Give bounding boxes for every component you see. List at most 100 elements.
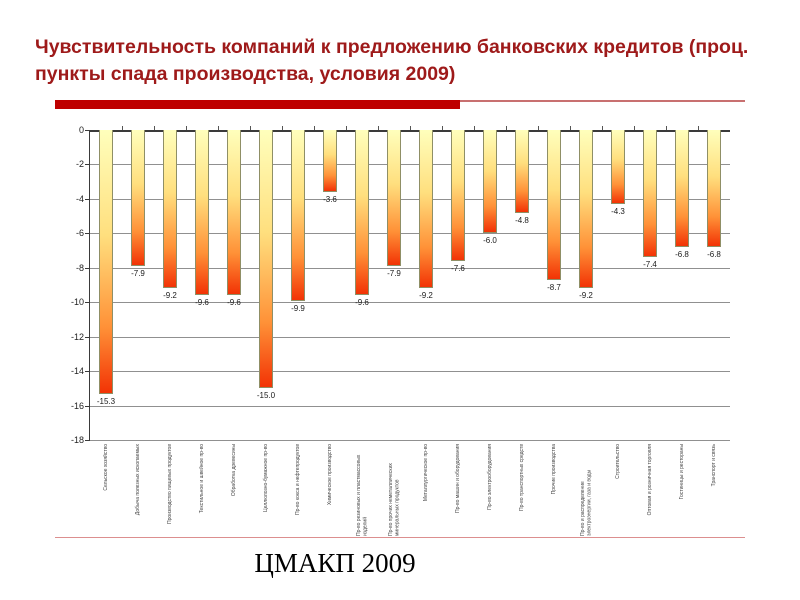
gridline (90, 302, 730, 304)
credit-text: ЦМАКП 2009 (254, 548, 416, 578)
bar (99, 130, 113, 394)
y-tick-label: -18 (70, 435, 84, 445)
x-category-label-text: Пр-во машин и оборудования (454, 444, 461, 513)
x-category-label-text: Прочие производства (550, 444, 557, 495)
x-category-label-text: Пр-во и распределение электроэнергии, га… (579, 469, 592, 536)
bar-value-label: -6.8 (675, 250, 689, 260)
bar (195, 130, 209, 296)
category-tick-mark (634, 126, 635, 130)
bar (355, 130, 369, 296)
category-tick-mark (474, 126, 475, 130)
category-tick-mark (378, 126, 379, 130)
y-tick-label: -16 (70, 400, 84, 411)
x-category-label-text: Гостиницы и рестораны (678, 444, 685, 500)
x-category-label-text: Металлургическое пр-во (422, 444, 429, 502)
y-tick-label: -12 (70, 331, 84, 342)
x-category-label: Пр-во резиновых и пластмассовых изделий (346, 444, 378, 536)
category-tick-mark (570, 126, 571, 130)
x-category-label-text: Производство пищевых продуктов (166, 444, 173, 524)
bar (131, 130, 145, 267)
bar (291, 130, 305, 301)
bar (451, 130, 465, 261)
x-category-label: Пр-во прочих неметаллических минеральных… (378, 444, 410, 536)
x-category-label-text: Текстильное и швейное пр-во (198, 444, 205, 514)
y-tick-label: -4 (75, 193, 84, 204)
bar (707, 130, 721, 248)
bar (419, 130, 433, 289)
category-tick-mark (666, 126, 667, 130)
x-category-label-text: Химическое производство (326, 444, 333, 506)
x-category-label: Целлюлозно-бумажное пр-во (250, 444, 282, 536)
bar (611, 130, 625, 205)
y-tick-mark (85, 198, 89, 200)
bar (259, 130, 273, 389)
bar-value-label: -9.6 (195, 298, 209, 308)
category-tick-mark (282, 126, 283, 130)
category-tick-mark (442, 126, 443, 130)
bar-value-label: -7.9 (387, 269, 401, 279)
x-category-label: Обработка древесины (218, 444, 250, 536)
bar (483, 130, 497, 234)
bar-value-label: -7.4 (643, 260, 657, 270)
y-axis-line (89, 130, 90, 441)
y-tick-mark (85, 130, 89, 131)
bar (515, 130, 529, 213)
x-category-label-text: Сельское хозяйство (102, 444, 109, 491)
x-category-label: Пр-во транспортных средств (506, 444, 538, 536)
x-category-label-text: Транспорт и связь (710, 444, 717, 487)
x-category-label-text: Пр-во электрооборудования (486, 444, 493, 510)
x-category-label: Пр-во электрооборудования (474, 444, 506, 536)
x-category-label-text: Добыча полезных ископаемых (134, 444, 141, 516)
bar (547, 130, 561, 280)
y-tick-label: -2 (75, 159, 84, 170)
category-tick-mark (410, 126, 411, 130)
x-category-label: Текстильное и швейное пр-во (186, 444, 218, 536)
y-tick-mark (85, 371, 89, 373)
y-tick-mark (85, 302, 89, 304)
bar-value-label: -9.9 (291, 303, 305, 313)
x-category-label: Гостиницы и рестораны (666, 444, 698, 536)
category-tick-mark (122, 126, 123, 130)
category-tick-mark (250, 126, 251, 130)
gridline (90, 233, 730, 235)
bar-value-label: -4.3 (611, 207, 625, 217)
y-tick-mark (85, 164, 89, 166)
bar (387, 130, 401, 267)
x-category-label-text: Пр-во кокса и нефтепродуктов (294, 444, 301, 515)
x-category-label: Строительство (602, 444, 634, 536)
category-tick-mark (506, 126, 507, 130)
y-tick-label: -14 (70, 366, 84, 377)
bar-value-label: -7.9 (131, 269, 145, 279)
bar-value-label: -6.0 (483, 236, 497, 246)
bar (227, 130, 241, 296)
title-accent-bar (55, 100, 460, 109)
x-category-label-text: Целлюлозно-бумажное пр-во (262, 444, 269, 512)
gridline (90, 198, 730, 200)
x-category-label: Производство пищевых продуктов (154, 444, 186, 536)
y-tick-label: -10 (70, 297, 84, 308)
bar-value-label: -9.6 (355, 298, 369, 308)
x-category-label: Сельское хозяйство (90, 444, 122, 536)
y-tick-mark (85, 336, 89, 338)
category-tick-mark (538, 126, 539, 130)
bar-value-label: -15.3 (96, 396, 116, 406)
slide-title: Чувствительность компаний к предложению … (35, 36, 749, 85)
x-category-label: Металлургическое пр-во (410, 444, 442, 536)
category-tick-mark (698, 126, 699, 130)
category-tick-mark (154, 126, 155, 130)
x-category-label: Пр-во кокса и нефтепродуктов (282, 444, 314, 536)
x-category-label: Добыча полезных ископаемых (122, 444, 154, 536)
x-category-label-text: Строительство (614, 444, 621, 479)
bar-value-label: -9.6 (227, 298, 241, 308)
x-category-label: Оптовая и розничная торговля (634, 444, 666, 536)
y-tick-mark (85, 267, 89, 269)
x-category-label-text: Обработка древесины (230, 444, 237, 497)
bar (579, 130, 593, 289)
y-tick-label: -8 (75, 262, 84, 273)
gridline (90, 371, 730, 373)
gridline (90, 336, 730, 338)
y-tick-mark (85, 440, 89, 441)
bar (675, 130, 689, 248)
bar-value-label: -9.2 (419, 291, 433, 301)
